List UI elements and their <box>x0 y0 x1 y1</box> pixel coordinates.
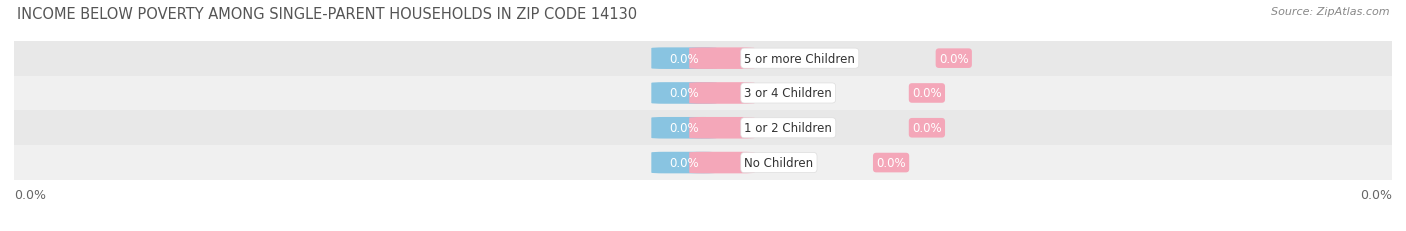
Text: 0.0%: 0.0% <box>669 87 699 100</box>
FancyBboxPatch shape <box>651 83 717 104</box>
FancyBboxPatch shape <box>651 152 717 174</box>
Text: 0.0%: 0.0% <box>1360 188 1392 201</box>
Text: 0.0%: 0.0% <box>912 87 942 100</box>
FancyBboxPatch shape <box>14 111 1392 146</box>
Text: 0.0%: 0.0% <box>939 52 969 65</box>
Text: 0.0%: 0.0% <box>912 122 942 135</box>
FancyBboxPatch shape <box>689 118 755 139</box>
Text: INCOME BELOW POVERTY AMONG SINGLE-PARENT HOUSEHOLDS IN ZIP CODE 14130: INCOME BELOW POVERTY AMONG SINGLE-PARENT… <box>17 7 637 22</box>
FancyBboxPatch shape <box>651 48 717 70</box>
FancyBboxPatch shape <box>689 152 755 174</box>
Text: 5 or more Children: 5 or more Children <box>744 52 855 65</box>
Legend: Single Father, Single Mother: Single Father, Single Mother <box>585 227 821 231</box>
FancyBboxPatch shape <box>651 118 717 139</box>
FancyBboxPatch shape <box>14 146 1392 180</box>
Text: Source: ZipAtlas.com: Source: ZipAtlas.com <box>1271 7 1389 17</box>
Text: 1 or 2 Children: 1 or 2 Children <box>744 122 832 135</box>
Text: 0.0%: 0.0% <box>669 122 699 135</box>
Text: 0.0%: 0.0% <box>876 156 905 169</box>
FancyBboxPatch shape <box>689 48 755 70</box>
Text: 0.0%: 0.0% <box>669 52 699 65</box>
Text: 3 or 4 Children: 3 or 4 Children <box>744 87 832 100</box>
Text: 0.0%: 0.0% <box>669 156 699 169</box>
FancyBboxPatch shape <box>689 83 755 104</box>
Text: No Children: No Children <box>744 156 814 169</box>
FancyBboxPatch shape <box>14 76 1392 111</box>
FancyBboxPatch shape <box>14 42 1392 76</box>
Text: 0.0%: 0.0% <box>14 188 46 201</box>
